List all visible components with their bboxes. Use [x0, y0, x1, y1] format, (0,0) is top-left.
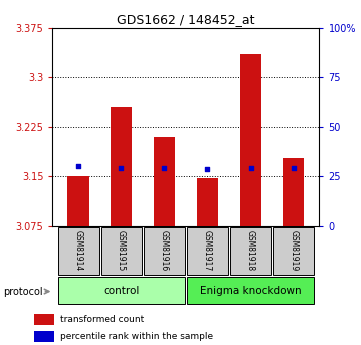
Bar — [110, 107, 132, 226]
Text: percentile rank within the sample: percentile rank within the sample — [60, 332, 213, 341]
Point — [161, 166, 167, 171]
Bar — [34, 331, 54, 342]
Text: transformed count: transformed count — [60, 315, 144, 324]
FancyBboxPatch shape — [230, 227, 271, 275]
Point — [75, 164, 81, 169]
Text: GSM81918: GSM81918 — [246, 230, 255, 272]
Bar — [68, 176, 89, 226]
Bar — [197, 178, 218, 226]
Text: GSM81914: GSM81914 — [74, 230, 83, 272]
Point — [205, 166, 210, 172]
FancyBboxPatch shape — [273, 227, 314, 275]
Text: control: control — [103, 286, 139, 296]
Point — [291, 166, 296, 171]
Point — [248, 166, 253, 171]
Text: GSM81917: GSM81917 — [203, 230, 212, 272]
FancyBboxPatch shape — [101, 227, 142, 275]
FancyBboxPatch shape — [58, 277, 185, 304]
FancyBboxPatch shape — [187, 277, 314, 304]
Bar — [240, 54, 261, 226]
FancyBboxPatch shape — [58, 227, 99, 275]
Text: GSM81915: GSM81915 — [117, 230, 126, 272]
Text: protocol: protocol — [4, 287, 43, 296]
FancyBboxPatch shape — [187, 227, 228, 275]
Text: GSM81919: GSM81919 — [289, 230, 298, 272]
Bar — [153, 137, 175, 226]
FancyBboxPatch shape — [144, 227, 185, 275]
Text: Enigma knockdown: Enigma knockdown — [200, 286, 301, 296]
Text: GSM81916: GSM81916 — [160, 230, 169, 272]
Bar — [283, 158, 304, 226]
Bar — [34, 314, 54, 325]
Title: GDS1662 / 148452_at: GDS1662 / 148452_at — [117, 13, 255, 27]
Point — [118, 166, 124, 171]
